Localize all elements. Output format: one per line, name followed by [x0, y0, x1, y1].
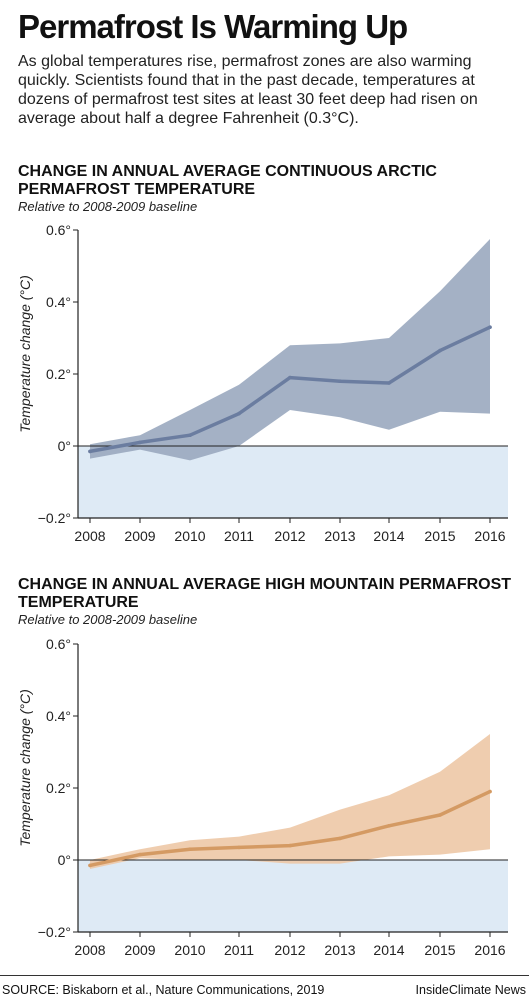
x-tick-label: 2014 — [373, 528, 404, 544]
data-point — [138, 441, 142, 445]
x-tick-label: 2010 — [174, 942, 205, 958]
y-axis-title: Temperature change (°C) — [17, 275, 33, 433]
negative-zone — [78, 860, 508, 932]
y-tick-label: −0.2° — [38, 510, 71, 526]
arctic-permafrost-chart: −0.2° 0° 0.2° 0.4° 0.6° 2008 2009 2010 2011 2012 2… — [0, 218, 529, 558]
credit-note: InsideClimate News — [416, 983, 526, 997]
data-point — [387, 824, 391, 828]
x-tick-label: 2016 — [474, 528, 505, 544]
x-tick-label: 2016 — [474, 942, 505, 958]
data-point — [338, 837, 342, 841]
x-tick-label: 2015 — [424, 942, 455, 958]
y-tick-label: 0.2° — [46, 780, 71, 796]
uncertainty-band — [90, 239, 490, 460]
x-tick-label: 2009 — [124, 942, 155, 958]
data-point — [237, 412, 241, 416]
x-tick-label: 2015 — [424, 528, 455, 544]
arctic-chart-subtitle: Relative to 2008-2009 baseline — [18, 199, 197, 214]
data-point — [88, 864, 92, 868]
uncertainty-band — [90, 734, 490, 869]
data-point — [488, 790, 492, 794]
x-tick-label: 2009 — [124, 528, 155, 544]
y-tick-label: 0.4° — [46, 708, 71, 724]
data-point — [237, 846, 241, 850]
x-tick-label: 2008 — [74, 528, 105, 544]
y-tick-label: 0.6° — [46, 222, 71, 238]
data-point — [138, 853, 142, 857]
data-point — [88, 450, 92, 454]
y-tick-label: 0.4° — [46, 294, 71, 310]
y-tick-label: 0.6° — [46, 636, 71, 652]
x-tick-label: 2010 — [174, 528, 205, 544]
intro-text: As global temperatures rise, permafrost … — [18, 52, 518, 128]
y-tick-label: 0.2° — [46, 366, 71, 382]
y-tick-label: 0° — [58, 852, 71, 868]
x-tick-label: 2012 — [274, 942, 305, 958]
mountain-chart-subtitle: Relative to 2008-2009 baseline — [18, 612, 197, 627]
x-tick-label: 2008 — [74, 942, 105, 958]
data-point — [488, 325, 492, 329]
data-point — [387, 381, 391, 385]
data-point — [338, 379, 342, 383]
x-tick-label: 2013 — [324, 942, 355, 958]
source-note: SOURCE: Biskaborn et al., Nature Communi… — [2, 983, 324, 997]
data-point — [438, 813, 442, 817]
headline: Permafrost Is Warming Up — [18, 8, 407, 46]
y-tick-label: 0° — [58, 438, 71, 454]
y-tick-label: −0.2° — [38, 924, 71, 940]
mountain-chart-title: CHANGE IN ANNUAL AVERAGE HIGH MOUNTAIN P… — [18, 576, 518, 612]
data-point — [188, 433, 192, 437]
x-tick-label: 2011 — [224, 528, 254, 544]
x-tick-label: 2013 — [324, 528, 355, 544]
data-point — [438, 349, 442, 353]
data-point — [288, 844, 292, 848]
arctic-chart-title: CHANGE IN ANNUAL AVERAGE CONTINUOUS ARCT… — [18, 163, 518, 199]
footer: SOURCE: Biskaborn et al., Nature Communi… — [0, 975, 529, 1003]
x-tick-label: 2011 — [224, 942, 254, 958]
negative-zone — [78, 446, 508, 518]
x-tick-label: 2014 — [373, 942, 404, 958]
data-point — [188, 847, 192, 851]
data-point — [288, 376, 292, 380]
mountain-permafrost-chart: −0.2° 0° 0.2° 0.4° 0.6° 2008 2009 2010 2011 2012 2… — [0, 632, 529, 972]
y-axis-title: Temperature change (°C) — [17, 689, 33, 847]
x-tick-label: 2012 — [274, 528, 305, 544]
